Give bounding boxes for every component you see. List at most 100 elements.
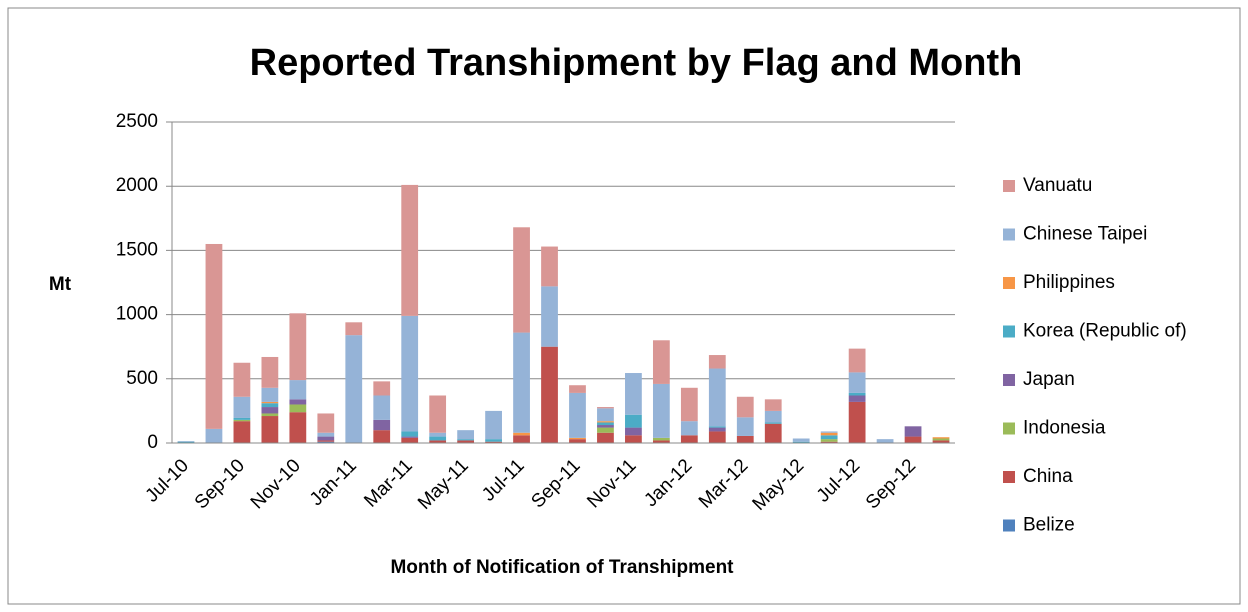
bar-segment [233,362,251,397]
bar-segment [261,413,279,417]
bar-segment [373,381,391,396]
bar-segment [932,438,950,441]
bar-segment [820,431,838,433]
bar-segment [597,422,614,426]
chart-title: Reported Transhipment by Flag and Month [250,42,1023,84]
bar-segment [345,322,363,336]
bar-segment [820,441,838,443]
bar-segment [708,368,726,427]
legend-label: Vanuatu [1023,175,1092,196]
bar-segment [457,440,475,443]
bar-segment [597,408,614,422]
bar-segment [429,436,447,441]
bar-segment [401,437,419,443]
bar-segment [317,436,335,441]
bar-segment [848,348,866,373]
bar-segment [708,427,726,432]
bar-segment [261,407,279,414]
bar-segment [429,440,447,443]
bar-segment [736,396,754,418]
bar-segment [597,427,614,433]
legend-label: China [1023,466,1073,487]
bar-segment [625,414,642,428]
bar-segment [848,372,866,393]
bar-segment [205,243,223,429]
bar-segment [373,419,391,431]
bar-segment [289,399,307,405]
bar-segment [625,435,642,443]
legend-swatch [1003,519,1015,532]
bar-segment [597,425,614,428]
y-tick-label: 2000 [116,175,158,196]
legend-swatch [1003,471,1015,483]
bar-segment [597,421,614,423]
bar-segment [904,436,922,443]
bar-segment [205,428,223,443]
bar-segment [177,441,195,443]
legend-label: Indonesia [1023,418,1106,439]
bar-segment [652,340,670,384]
bar-segment [261,403,279,408]
bar-segment [569,437,586,440]
bar-segment [820,439,838,442]
bar-segment [792,441,810,443]
bar-segment [317,413,335,433]
y-tick-label: 500 [126,368,158,389]
bar-segment [261,416,279,443]
bar-segment [289,380,307,400]
bar-segment [513,227,530,333]
legend-label: Chinese Taipei [1023,224,1147,245]
bar-segment [541,246,558,287]
bar-segment [513,435,530,443]
bar-segment [429,432,447,437]
bar-segment [289,313,307,381]
bar-segment [792,438,810,442]
bar-segment [597,432,614,443]
bar-segment [569,392,586,438]
bar-segment [345,335,363,443]
bar-segment [233,396,251,418]
bar-segment [401,184,419,316]
bar-segment [233,417,251,420]
bar-segment [485,439,502,442]
bar-segment [764,422,782,424]
bar-segment [680,421,698,436]
legend-swatch [1003,374,1015,386]
bar-segment [289,412,307,443]
bar-segment [820,432,838,436]
bar-segment [708,355,726,369]
bar-segment [233,419,251,422]
bar-segment [261,401,279,404]
bar-segment [261,356,279,388]
bar-segment [373,430,391,443]
bar-segment [401,431,419,437]
y-tick-label: 0 [147,432,158,453]
bar-segment [541,286,558,347]
bar-segment [652,383,670,438]
legend-swatch [1003,325,1015,338]
bar-segment [177,441,195,442]
y-tick-label: 2500 [116,111,158,132]
bar-segment [317,440,335,442]
legend-label: Belize [1023,515,1075,536]
bar-segment [820,435,838,440]
legend-swatch [1003,422,1015,435]
bar-segment [513,332,530,433]
bar-segment [876,439,894,443]
bar-segment [625,427,642,436]
legend-label: Korea (Republic of) [1023,321,1187,342]
bar-segment [457,439,475,441]
bar-segment [904,426,922,437]
bar-segment [708,431,726,443]
bar-segment [289,404,307,413]
bar-segment [317,432,335,437]
bar-segment [848,392,866,396]
bar-segment [317,441,335,443]
y-axis-title: Mt [49,274,72,295]
bar-segment [261,387,279,402]
legend-label: Philippines [1023,272,1115,293]
legend-label: Japan [1023,369,1075,390]
bar-segment [848,401,866,443]
bar-segment [708,426,726,428]
bar-segment [569,439,586,443]
